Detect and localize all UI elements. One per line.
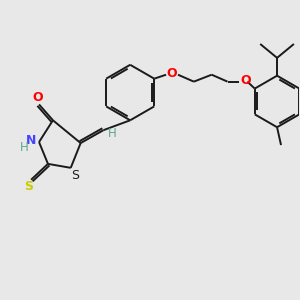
Text: S: S — [24, 180, 33, 193]
Text: O: O — [240, 74, 251, 87]
Text: H: H — [108, 127, 117, 140]
Text: N: N — [26, 134, 36, 147]
Text: O: O — [167, 67, 177, 80]
Text: O: O — [33, 91, 44, 104]
Text: H: H — [20, 140, 28, 154]
Text: S: S — [71, 169, 79, 182]
